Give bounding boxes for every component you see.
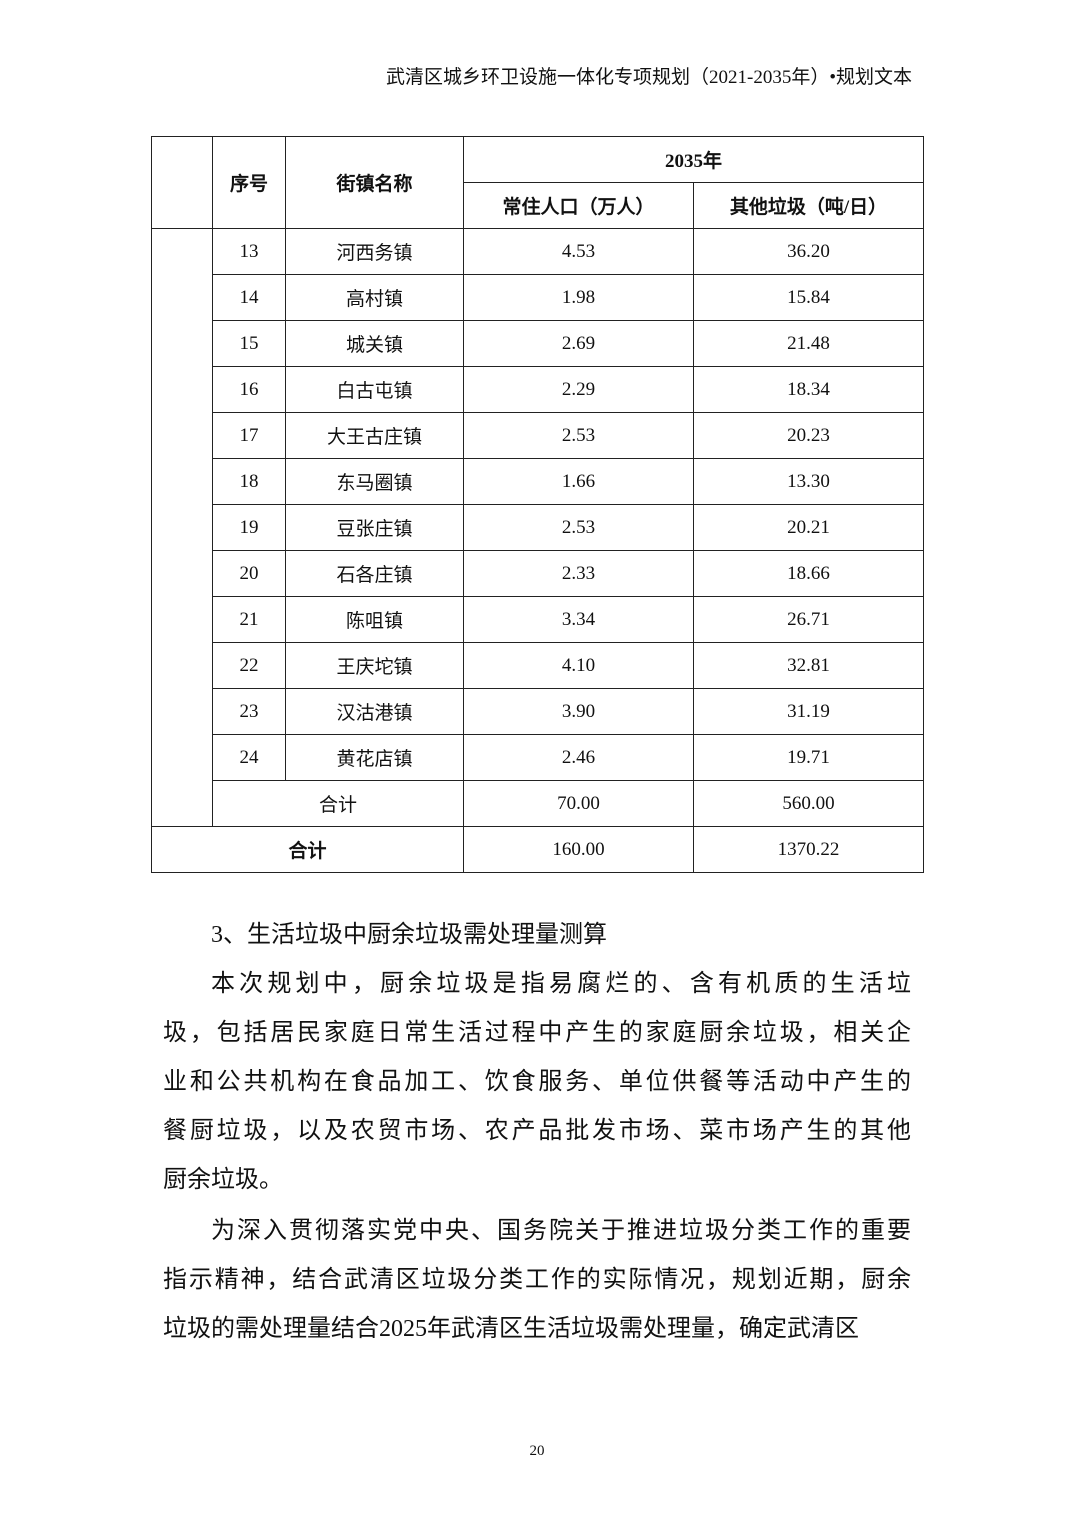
cell-no: 19 [212, 504, 286, 551]
table-row: 14 高村镇 1.98 15.84 [152, 274, 925, 321]
cell-name: 豆张庄镇 [285, 504, 464, 551]
cell-waste: 21.48 [692, 320, 925, 367]
cell-pop: 4.10 [463, 642, 694, 689]
cell-no: 14 [212, 274, 286, 321]
subtotal-waste: 560.00 [692, 780, 925, 827]
table-row: 22 王庆坨镇 4.10 32.81 [152, 642, 925, 689]
header-name: 街镇名称 [285, 136, 464, 229]
table-row: 16 白古屯镇 2.29 18.34 [152, 366, 925, 413]
cell-name: 黄花店镇 [285, 734, 464, 781]
total-label: 合计 [151, 826, 464, 873]
paragraph-line: 餐厨垃圾，以及农贸市场、农产品批发市场、菜市场产生的其他 [163, 1118, 911, 1144]
table-row: 19 豆张庄镇 2.53 20.21 [152, 504, 925, 551]
table-row: 17 大王古庄镇 2.53 20.23 [152, 412, 925, 459]
cell-no: 13 [212, 228, 286, 275]
subtotal-label: 合计 [212, 780, 464, 827]
cell-no: 20 [212, 550, 286, 597]
header-index: 序号 [212, 136, 286, 229]
cell-pop: 2.29 [463, 366, 694, 413]
cell-name: 河西务镇 [285, 228, 464, 275]
cell-waste: 19.71 [692, 734, 925, 781]
cell-pop: 3.34 [463, 596, 694, 643]
cell-waste: 20.21 [692, 504, 925, 551]
cell-waste: 26.71 [692, 596, 925, 643]
cell-no: 22 [212, 642, 286, 689]
cell-waste: 31.19 [692, 688, 925, 735]
cell-waste: 18.34 [692, 366, 925, 413]
cell-name: 陈咀镇 [285, 596, 464, 643]
subtotal-population: 70.00 [463, 780, 694, 827]
cell-pop: 2.53 [463, 412, 694, 459]
header-year: 2035年 [462, 136, 925, 183]
cell-name: 汉沽港镇 [285, 688, 464, 735]
subtotal-row: 合计 70.00 560.00 [152, 780, 925, 827]
section-heading: 3、生活垃圾中厨余垃圾需处理量测算 [211, 922, 607, 948]
cell-no: 16 [212, 366, 286, 413]
cell-name: 大王古庄镇 [285, 412, 464, 459]
paragraph-line: 为深入贯彻落实党中央、国务院关于推进垃圾分类工作的重要 [211, 1218, 911, 1244]
cell-waste: 32.81 [692, 642, 925, 689]
header-waste: 其他垃圾（吨/日） [692, 182, 925, 229]
cell-name: 白古屯镇 [285, 366, 464, 413]
table-row: 20 石各庄镇 2.33 18.66 [152, 550, 925, 597]
table-row: 18 东马圈镇 1.66 13.30 [152, 458, 925, 505]
running-header: 武清区城乡环卫设施一体化专项规划（2021-2035年）•规划文本 [386, 67, 912, 88]
paragraph-line: 圾，包括居民家庭日常生活过程中产生的家庭厨余垃圾，相关企 [163, 1020, 911, 1046]
cell-no: 23 [212, 688, 286, 735]
cell-pop: 2.69 [463, 320, 694, 367]
cell-pop: 4.53 [463, 228, 694, 275]
cell-no: 18 [212, 458, 286, 505]
paragraph-line: 本次规划中，厨余垃圾是指易腐烂的、含有机质的生活垃 [211, 971, 911, 997]
cell-pop: 2.33 [463, 550, 694, 597]
header-population: 常住人口（万人） [463, 182, 694, 229]
cell-pop: 3.90 [463, 688, 694, 735]
cell-waste: 20.23 [692, 412, 925, 459]
cell-waste: 18.66 [692, 550, 925, 597]
paragraph-line: 垃圾的需处理量结合2025年武清区生活垃圾需处理量，确定武清区 [163, 1316, 859, 1342]
cell-waste: 15.84 [692, 274, 925, 321]
table-row: 23 汉沽港镇 3.90 31.19 [152, 688, 925, 735]
page-number: 20 [529, 1443, 545, 1459]
cell-name: 王庆坨镇 [285, 642, 464, 689]
cell-no: 17 [212, 412, 286, 459]
paragraph-line: 厨余垃圾。 [163, 1167, 283, 1193]
table-row: 24 黄花店镇 2.46 19.71 [152, 734, 925, 781]
total-population: 160.00 [463, 826, 694, 873]
cell-no: 24 [212, 734, 286, 781]
cell-name: 高村镇 [285, 274, 464, 321]
paragraph-line: 指示精神，结合武清区垃圾分类工作的实际情况，规划近期，厨余 [163, 1267, 911, 1293]
cell-pop: 2.53 [463, 504, 694, 551]
cell-waste: 36.20 [692, 228, 925, 275]
table-row: 15 城关镇 2.69 21.48 [152, 320, 925, 367]
cell-pop: 1.98 [463, 274, 694, 321]
total-waste: 1370.22 [692, 826, 925, 873]
table-row: 21 陈咀镇 3.34 26.71 [152, 596, 925, 643]
cell-name: 石各庄镇 [285, 550, 464, 597]
cell-no: 21 [212, 596, 286, 643]
cell-waste: 13.30 [692, 458, 925, 505]
cell-name: 东马圈镇 [285, 458, 464, 505]
population-waste-table: 序号 街镇名称 2035年 常住人口（万人） 其他垃圾（吨/日） 13 河西务镇 4… [151, 136, 925, 873]
group-cell [151, 228, 213, 827]
cell-pop: 1.66 [463, 458, 694, 505]
cell-no: 15 [212, 320, 286, 367]
cell-name: 城关镇 [285, 320, 464, 367]
table-row: 13 河西务镇 4.53 36.20 [151, 228, 925, 827]
cell-pop: 2.46 [463, 734, 694, 781]
paragraph-line: 业和公共机构在食品加工、饮食服务、单位供餐等活动中产生的 [163, 1069, 911, 1095]
total-row: 合计 160.00 1370.22 [151, 826, 925, 873]
group-header-cell [151, 136, 213, 229]
